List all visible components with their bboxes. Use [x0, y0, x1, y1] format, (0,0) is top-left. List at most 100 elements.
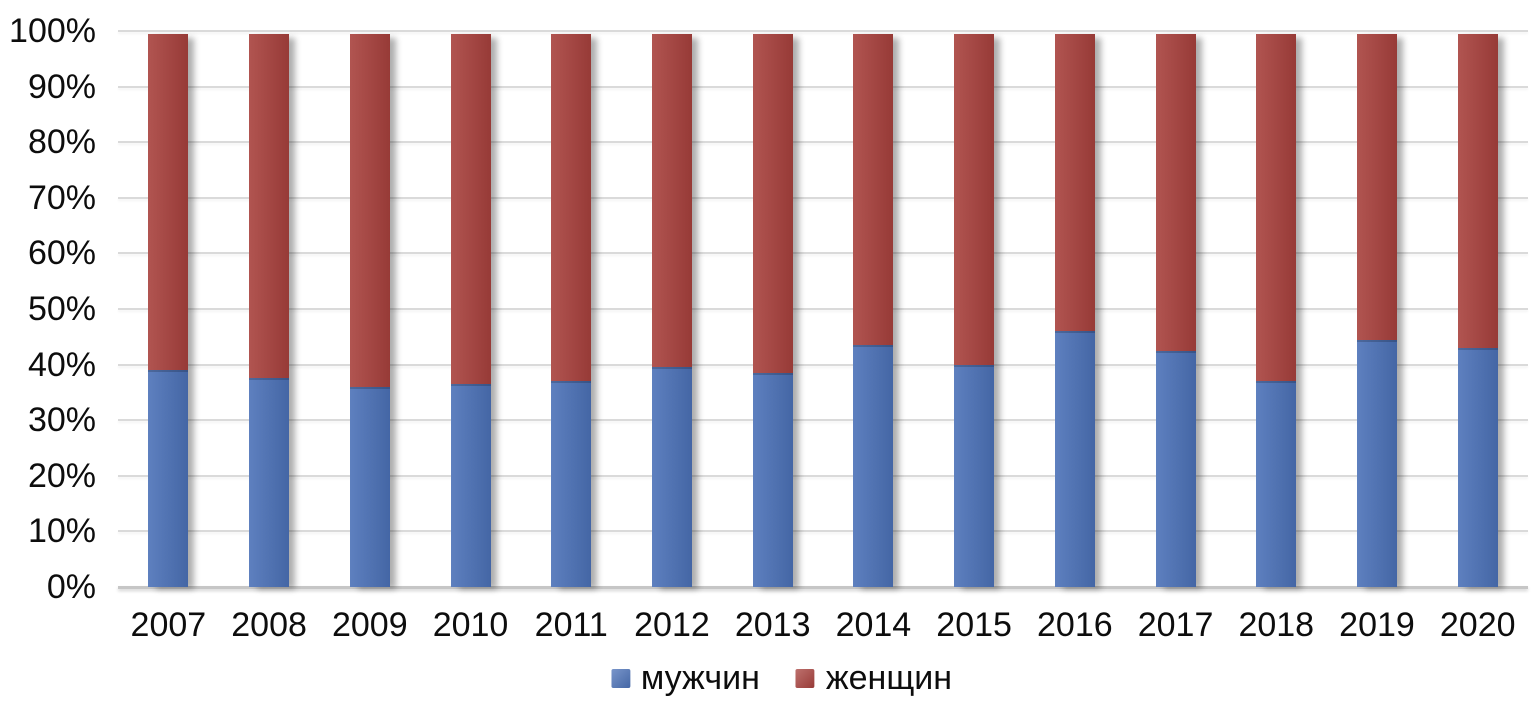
- bar-stack-2013: [752, 33, 793, 587]
- bar-segment-men-2009: [349, 386, 390, 587]
- gridline: [118, 85, 1528, 88]
- gridline: [118, 196, 1528, 199]
- bar-column-2017: [1125, 31, 1226, 587]
- bars-container: [118, 31, 1528, 587]
- bar-stack-2016: [1054, 33, 1095, 587]
- x-axis: 2007 2008 2009 2010 2011 2012 2013 2014 2015 2016…: [118, 602, 1528, 648]
- bar-stack-2012: [651, 33, 692, 587]
- y-axis-label: 10%: [27, 512, 96, 551]
- bar-stack-2015: [954, 33, 995, 587]
- bar-segment-men-2014: [853, 345, 894, 587]
- gridline: [118, 363, 1528, 366]
- bar-column-2015: [924, 31, 1025, 587]
- bar-segment-women-2018: [1256, 33, 1297, 382]
- bar-segment-women-2019: [1356, 33, 1397, 340]
- legend-swatch-icon: [610, 668, 630, 688]
- bar-segment-men-2013: [752, 372, 793, 587]
- bar-column-2014: [823, 31, 924, 587]
- gridline: [118, 530, 1528, 533]
- bar-segment-women-2014: [853, 33, 894, 346]
- bar-segment-women-2009: [349, 33, 390, 387]
- x-axis-label: 2008: [231, 606, 307, 644]
- bar-segment-men-2015: [954, 364, 995, 587]
- bar-segment-men-2020: [1457, 347, 1498, 587]
- bar-segment-women-2010: [450, 33, 491, 384]
- bar-column-2019: [1327, 31, 1428, 587]
- bar-column-2008: [219, 31, 320, 587]
- y-axis-label: 80%: [27, 123, 96, 162]
- y-axis-label: 30%: [27, 401, 96, 440]
- bar-segment-women-2017: [1155, 33, 1196, 351]
- bar-segment-women-2013: [752, 33, 793, 373]
- bar-segment-men-2011: [551, 381, 592, 587]
- legend: мужчин женщин: [610, 659, 952, 697]
- x-axis-label: 2018: [1238, 606, 1315, 644]
- gridline: [118, 419, 1528, 422]
- bar-column-2012: [622, 31, 723, 587]
- y-axis-label: 50%: [27, 290, 96, 328]
- legend-swatch-icon: [795, 668, 815, 688]
- bar-stack-2011: [551, 33, 592, 587]
- bar-column-2007: [118, 31, 219, 587]
- y-axis-label: 90%: [27, 67, 96, 106]
- x-axis-label: 2011: [534, 606, 608, 644]
- bar-segment-women-2012: [651, 33, 692, 368]
- y-axis-label: 100%: [9, 12, 96, 50]
- x-axis-label: 2007: [130, 606, 207, 644]
- gridline: [118, 474, 1528, 477]
- gridline: [118, 30, 1528, 32]
- x-axis-label: 2017: [1137, 606, 1214, 644]
- bar-segment-women-2016: [1054, 33, 1095, 332]
- y-axis-label: 20%: [27, 456, 96, 495]
- x-axis-label: 2015: [936, 606, 1012, 644]
- y-axis-label: 60%: [27, 234, 96, 273]
- y-axis-label: 0%: [46, 568, 96, 606]
- bar-column-2010: [420, 31, 521, 587]
- bar-stack-2017: [1155, 33, 1196, 587]
- bar-segment-men-2010: [450, 383, 491, 587]
- bar-column-2009: [319, 31, 420, 587]
- y-axis-label: 70%: [27, 178, 96, 217]
- x-axis-label: 2014: [835, 606, 912, 644]
- gridline: [118, 141, 1528, 144]
- bar-segment-men-2016: [1054, 331, 1095, 587]
- bar-segment-men-2019: [1356, 339, 1397, 587]
- bar-stack-2019: [1356, 33, 1397, 587]
- bar-segment-men-2008: [249, 378, 290, 587]
- bar-stack-2008: [249, 33, 290, 587]
- bar-segment-women-2007: [148, 33, 189, 371]
- legend-label: мужчин: [640, 659, 760, 697]
- bar-stack-2009: [349, 33, 390, 587]
- bar-column-2018: [1226, 31, 1327, 587]
- bar-stack-2010: [450, 33, 491, 587]
- bar-column-2020: [1427, 31, 1528, 587]
- gridline: [118, 308, 1528, 310]
- x-axis-label: 2013: [734, 606, 811, 644]
- bar-stack-2020: [1457, 33, 1498, 587]
- bar-column-2011: [521, 31, 622, 587]
- bar-segment-women-2020: [1457, 33, 1498, 348]
- x-axis-label: 2016: [1037, 606, 1113, 644]
- bar-column-2016: [1024, 31, 1125, 587]
- plot-area: [118, 30, 1528, 589]
- bar-segment-women-2011: [551, 33, 592, 382]
- bar-stack-2007: [148, 33, 189, 587]
- x-axis-label: 2009: [331, 606, 408, 644]
- gridline: [118, 252, 1528, 255]
- bar-stack-2018: [1256, 33, 1297, 587]
- bar-segment-men-2012: [651, 367, 692, 587]
- x-axis-label: 2010: [432, 606, 509, 644]
- x-axis-label: 2019: [1339, 606, 1415, 644]
- bar-segment-men-2017: [1155, 350, 1196, 587]
- legend-item-women: женщин: [795, 659, 952, 697]
- x-axis-label: 2012: [634, 606, 710, 644]
- bar-column-2013: [722, 31, 823, 587]
- bar-segment-women-2008: [249, 33, 290, 379]
- bar-segment-women-2015: [954, 33, 995, 365]
- x-axis-baseline: [118, 586, 1528, 589]
- y-axis-label: 40%: [27, 345, 96, 384]
- bar-stack-2014: [853, 33, 894, 587]
- bar-segment-men-2007: [148, 370, 189, 587]
- x-axis-label: 2020: [1439, 606, 1516, 644]
